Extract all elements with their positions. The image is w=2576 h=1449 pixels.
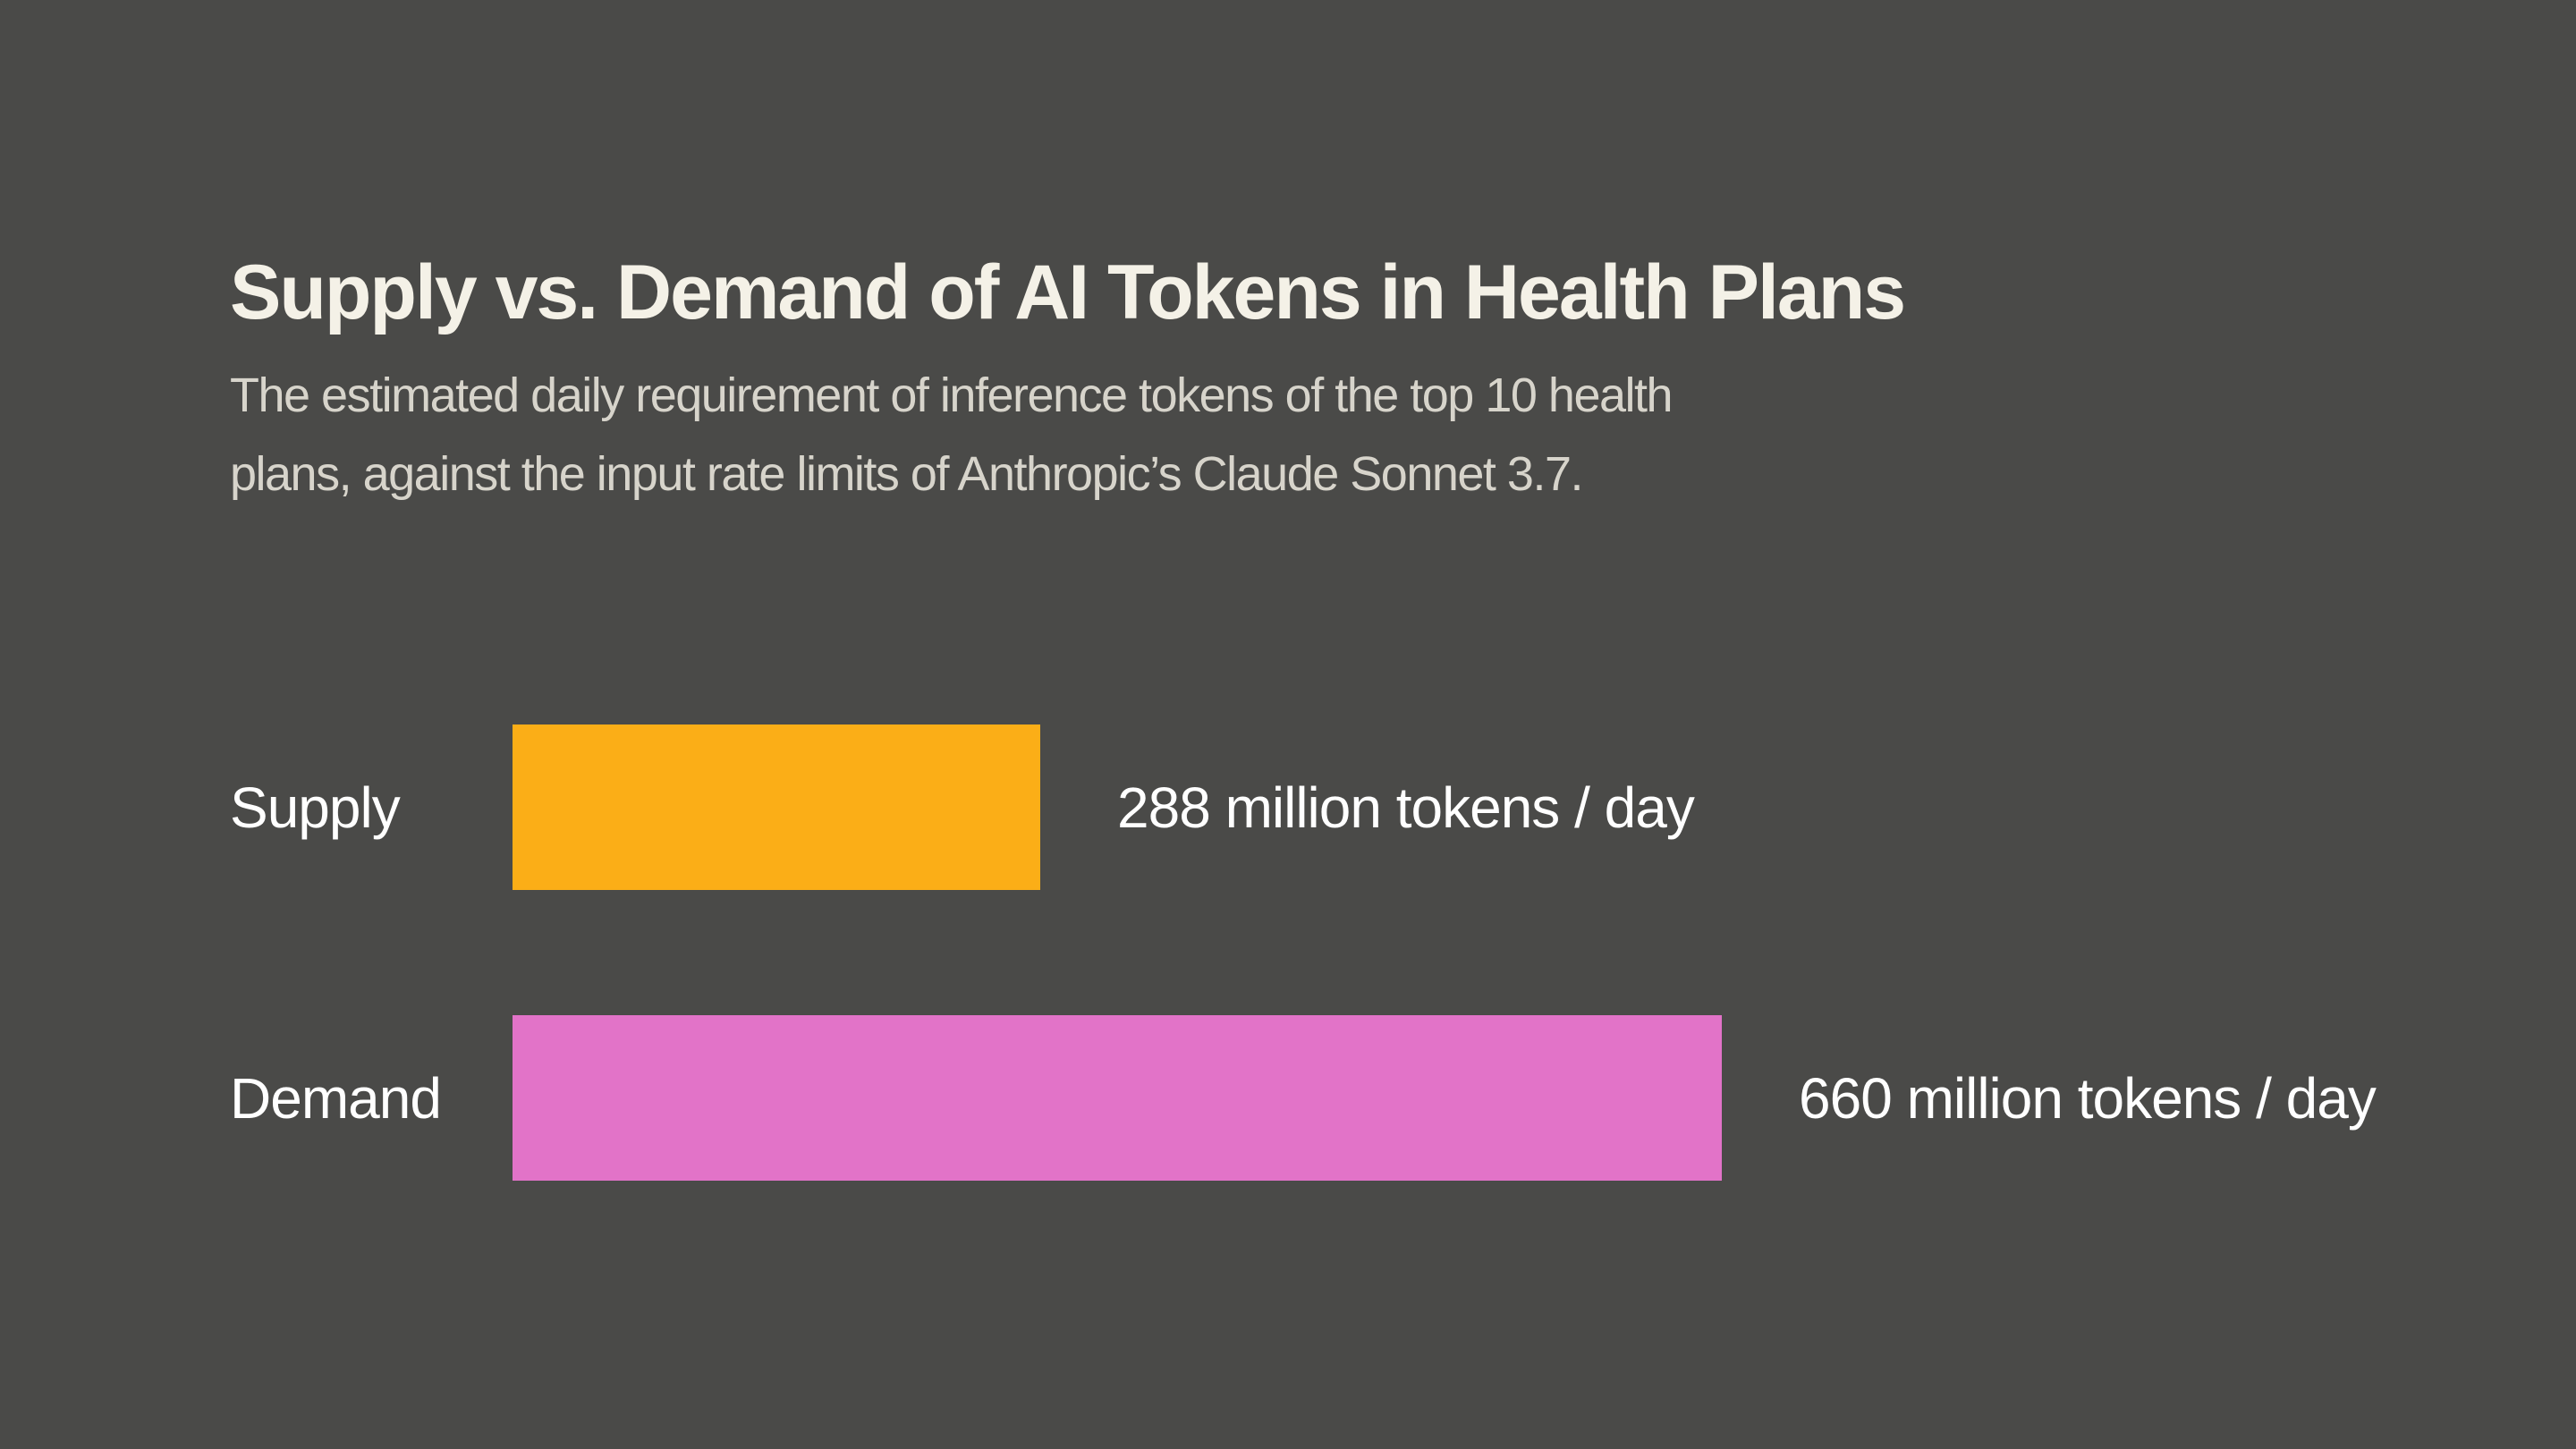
supply-bar xyxy=(513,724,1040,890)
chart-row-supply: Supply 288 million tokens / day xyxy=(230,724,1695,890)
subtitle-line-2: plans, against the input rate limits of … xyxy=(230,447,1584,501)
bar-label-demand: Demand xyxy=(230,1065,442,1131)
bar-value-demand: 660 million tokens / day xyxy=(1799,1065,2377,1131)
bar-label-supply: Supply xyxy=(230,775,401,840)
bar-value-supply: 288 million tokens / day xyxy=(1117,775,1695,840)
chart-row-demand: Demand 660 million tokens / day xyxy=(230,1015,2377,1181)
chart-subtitle: The estimated daily requirement of infer… xyxy=(230,356,1674,513)
subtitle-line-1: The estimated daily requirement of infer… xyxy=(230,369,1674,422)
page-title: Supply vs. Demand of AI Tokens in Health… xyxy=(230,250,1906,335)
demand-bar xyxy=(513,1015,1722,1181)
